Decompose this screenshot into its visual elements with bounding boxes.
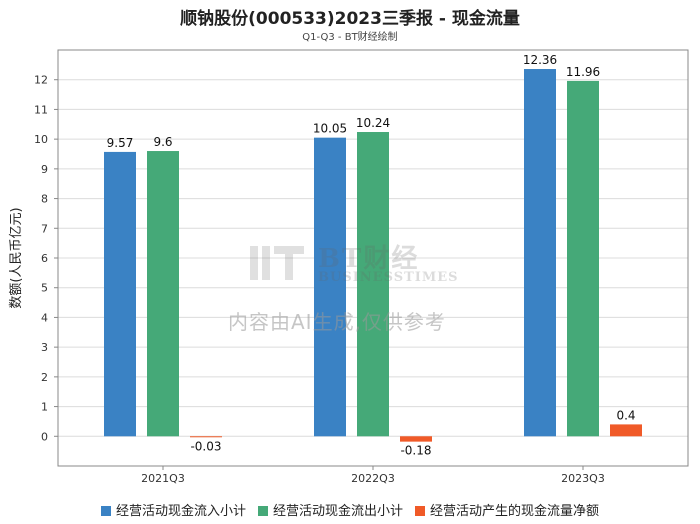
y-tick-label: 0 [41,430,48,443]
y-tick-label: 2 [41,371,48,384]
legend-swatch [257,506,268,516]
y-tick-label: 1 [41,401,48,414]
data-labels: 9.57 9.6 -0.03 10.05 10.24 -0.18 12.36 11.96 0.4 [107,53,636,458]
x-tick-label: 2023Q3 [561,472,605,485]
legend-label: 经营活动现金流出小计 [272,504,403,519]
data-label: -0.03 [190,439,221,453]
y-tick-label: 7 [41,222,48,235]
x-tick-label: 2022Q3 [351,472,395,485]
data-label: 10.24 [356,116,390,130]
y-tick-label: 3 [41,341,48,354]
data-label: 10.05 [313,122,347,136]
bar [567,80,599,437]
bar [314,137,346,437]
y-tick-label: 4 [41,311,48,324]
legend: 经营活动现金流入小计 经营活动现金流出小计 经营活动产生的现金流量净额 [0,500,700,519]
bar [104,151,136,437]
legend-item: 经营活动现金流出小计 [257,500,403,519]
data-label: 9.57 [107,136,134,150]
y-tick-label: 11 [34,103,48,116]
data-label: -0.18 [400,444,431,458]
y-tick-label: 12 [34,74,48,87]
x-tick-label: 2021Q3 [141,472,185,485]
bar [357,132,389,437]
x-axis-ticks: 2021Q3 2022Q3 2023Q3 [141,466,605,485]
data-label: 0.4 [616,408,635,422]
legend-item: 经营活动现金流入小计 [100,500,246,519]
bar [524,69,556,437]
y-tick-label: 9 [41,163,48,176]
legend-swatch [100,506,111,516]
chart-subtitle: Q1-Q3 - BT财经绘制 [302,32,398,43]
chart-title: 顺钠股份(000533)2023三季报 - 现金流量 [180,9,520,29]
bar [400,436,432,442]
bar [610,424,642,437]
legend-swatch [415,506,425,516]
ai-disclaimer: 内容由AI生成,仅供参考 [228,310,446,334]
legend-label: 经营活动产生的现金流量净额 [430,504,600,519]
y-tick-label: 10 [34,133,48,146]
y-axis-label: 数额(人民币亿元) [9,207,24,308]
y-tick-label: 6 [41,252,48,265]
data-label: 11.96 [566,65,600,79]
data-label: 12.36 [523,53,557,67]
bars [104,69,642,442]
bar [190,436,222,438]
legend-label: 经营活动现金流入小计 [115,504,246,519]
y-tick-label: 8 [41,193,48,206]
y-tick-label: 5 [41,282,48,295]
data-label: 9.6 [153,135,172,149]
bar [147,151,179,437]
legend-item: 经营活动产生的现金流量净额 [415,500,599,519]
